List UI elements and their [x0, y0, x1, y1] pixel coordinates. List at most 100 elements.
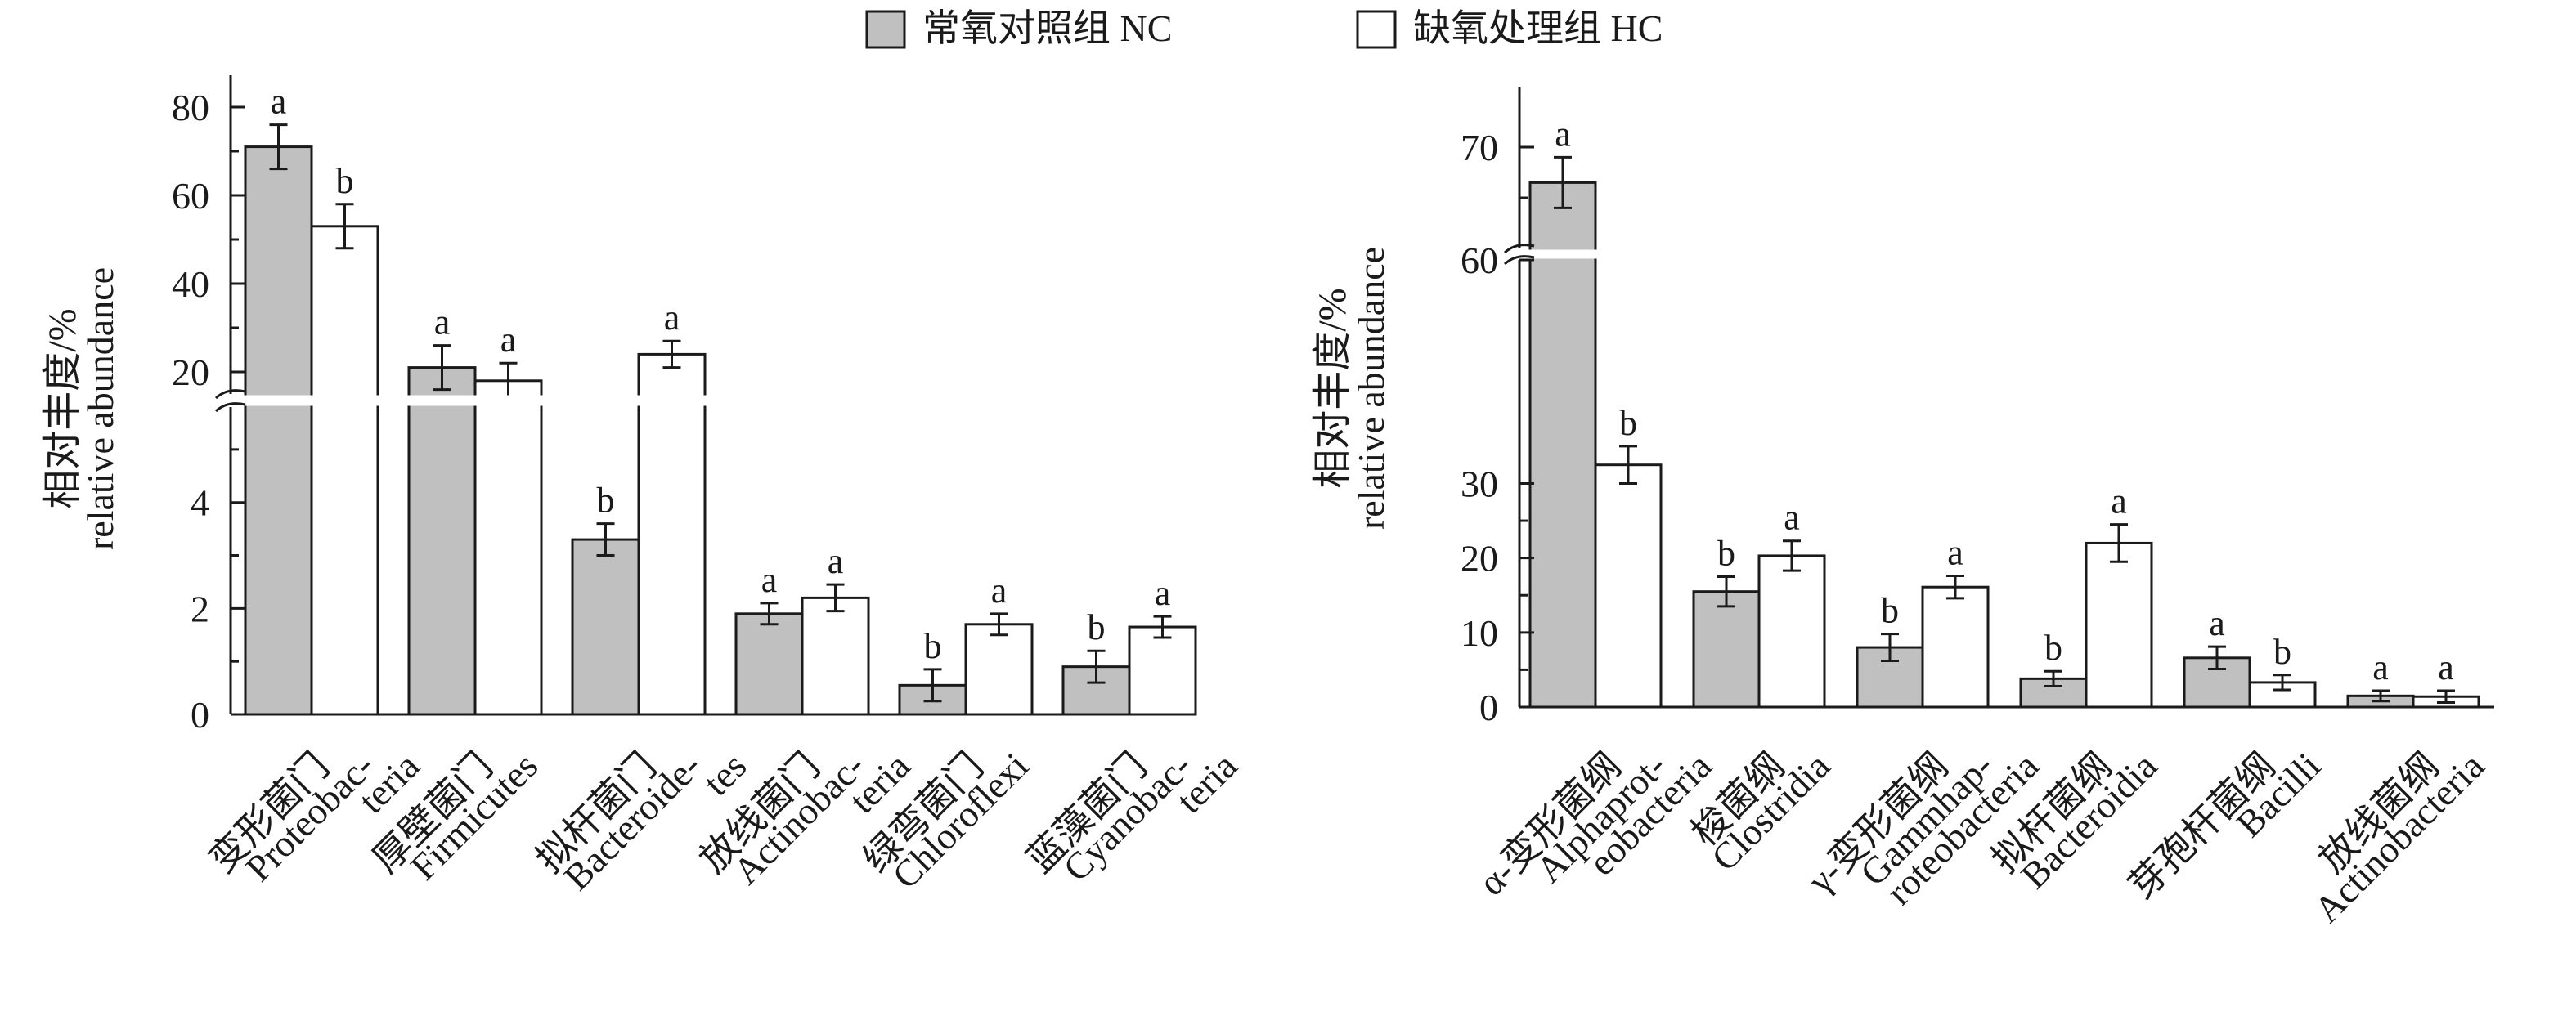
p1-bar-hc-1: [310, 225, 379, 716]
p1-error-bar-nc-1: [269, 123, 288, 171]
p1-error-bar-nc-2: [433, 344, 451, 392]
p2-bar-hc-2: [1757, 554, 1826, 709]
p1-bar-hc-6: [1128, 625, 1197, 716]
p2-y-tick-label-70: 70: [1461, 127, 1498, 168]
p1-error-bar-hc-3: [662, 339, 681, 369]
p2-bar-nc-2: [1692, 590, 1761, 709]
p2-sig-letter-nc-2: b: [1717, 533, 1735, 573]
legend-label-nc: 常氧对照组 NC: [922, 7, 1172, 49]
p1-category-label-3: 拟杆菌门Bacteroide-tes: [528, 700, 754, 925]
p1-bar-hc-5: [964, 623, 1034, 716]
p2-y-tick-label-0: 0: [1479, 687, 1498, 728]
p1-sig-letter-hc-3: a: [664, 298, 680, 338]
p1-sig-letter-hc-4: a: [828, 541, 844, 581]
p1-bar-nc-2: [407, 366, 477, 716]
p1-sig-letter-nc-2: a: [434, 302, 451, 342]
p2-y-tick-label-10: 10: [1461, 612, 1498, 654]
p1-sig-letter-nc-5: b: [924, 626, 942, 666]
p2-y-tick-label-30: 30: [1461, 463, 1498, 505]
p2-bar-hc-4: [2085, 541, 2153, 709]
p2-error-bar-hc-6: [2437, 689, 2455, 705]
p1-sig-letter-nc-4: a: [761, 560, 778, 600]
p1-y-tick-label-40: 40: [172, 263, 209, 305]
p1-bar-hc-4: [801, 596, 870, 716]
p1-sig-letter-hc-5: a: [991, 571, 1008, 611]
p1-sig-letter-hc-1: b: [336, 161, 354, 201]
p2-sig-letter-nc-1: a: [1555, 114, 1571, 154]
p2-error-bar-hc-2: [1783, 539, 1801, 572]
p2-error-bar-hc-3: [1946, 575, 1964, 600]
p2-y-axis-label-en: relative abundance: [1350, 247, 1392, 530]
p2-sig-letter-nc-3: b: [1881, 591, 1899, 631]
p1-error-bar-hc-5: [990, 612, 1008, 637]
p1-y-axis-label-cn: 相对丰度/%: [41, 308, 84, 508]
p2-y-tick-label-20: 20: [1461, 538, 1498, 580]
p1-error-bar-nc-3: [596, 522, 615, 557]
p1-error-bar-nc-4: [760, 602, 779, 626]
legend-label-hc: 缺氧处理组 HC: [1413, 7, 1663, 49]
p1-y-tick-label-80: 80: [172, 87, 209, 128]
p2-bar-hc-1: [1594, 463, 1663, 709]
p1-bar-hc-3: [637, 352, 707, 716]
p1-y-tick-label-4: 4: [191, 482, 209, 524]
p2-sig-letter-hc-1: b: [1619, 403, 1637, 443]
p1-bar-hc-2: [473, 379, 543, 716]
p2-sig-letter-hc-2: a: [1784, 498, 1800, 538]
p1-category-label-2: 厚壁菌门Firmicutes: [365, 722, 545, 902]
p2-error-bar-hc-5: [2273, 674, 2291, 692]
p2-y-axis-label-cn: 相对丰度/%: [1311, 288, 1354, 488]
p2-category-label-1: α-变形菌纲Alphaprot-eobacteria: [1470, 700, 1719, 948]
p2-error-bar-nc-6: [2372, 689, 2390, 703]
p1-bar-nc-4: [734, 612, 804, 716]
p2-sig-letter-nc-4: b: [2044, 628, 2062, 668]
p2-sig-letter-nc-6: a: [2372, 647, 2389, 687]
p1-error-bar-hc-6: [1153, 615, 1172, 639]
p2-category-label-3: γ-变形菌纲Gammhap-roteobacteria: [1799, 700, 2046, 947]
p1-sig-letter-nc-3: b: [597, 481, 615, 521]
p1-error-bar-nc-5: [923, 668, 942, 703]
p1-axis-break-gap: [214, 395, 1227, 406]
p2-error-bar-nc-3: [1881, 633, 1899, 662]
p2-axis-break-gap: [1503, 249, 2511, 259]
p2-category-label-6: 放线菌纲Actinobacteria: [2283, 722, 2492, 930]
legend-swatch-hc: [1356, 10, 1397, 49]
p1-bar-nc-1: [244, 145, 313, 716]
p2-axis-break-mark: [1503, 244, 1535, 266]
p1-error-bar-nc-6: [1087, 649, 1106, 684]
p2-error-bar-nc-5: [2208, 645, 2226, 671]
p2-category-label-2: 梭菌纲Clostridia: [1681, 722, 1838, 879]
p2-error-bar-nc-2: [1717, 575, 1735, 608]
p2-y-tick-label-60: 60: [1461, 239, 1498, 281]
p1-y-tick-label-2: 2: [191, 588, 209, 629]
p2-sig-letter-hc-4: a: [2111, 481, 2127, 521]
p2-error-bar-nc-1: [1554, 155, 1572, 209]
legend-swatch-nc: [865, 10, 906, 49]
p1-category-label-4: 放线菌门Actinobac-teria: [692, 700, 918, 925]
p1-bar-nc-3: [571, 538, 640, 716]
p1-y-axis-label-en: relative abundance: [79, 267, 121, 550]
p2-error-bar-hc-1: [1619, 445, 1637, 485]
p1-y-tick-label-20: 20: [172, 351, 209, 393]
p2-sig-letter-nc-5: a: [2209, 603, 2225, 643]
p1-sig-letter-hc-6: a: [1155, 573, 1171, 613]
p1-category-label-1: 变形菌门Proteobac-teria: [201, 700, 427, 925]
p1-y-tick-label-60: 60: [172, 175, 209, 217]
p1-category-label-5: 绿弯菌门Chloroflexi: [855, 722, 1036, 902]
p2-bar-hc-3: [1921, 585, 1990, 709]
p1-error-bar-hc-4: [826, 583, 845, 613]
p2-sig-letter-hc-5: b: [2273, 632, 2291, 672]
p1-sig-letter-nc-1: a: [271, 82, 287, 122]
p2-error-bar-hc-4: [2110, 523, 2128, 563]
p2-sig-letter-hc-6: a: [2438, 647, 2454, 687]
p1-category-label-6: 蓝藻菌门Cyanobac-teria: [1019, 700, 1245, 925]
p2-category-label-5: 芽孢杆菌纲Bacilli: [2120, 722, 2328, 929]
category-label-line: tes: [695, 745, 754, 803]
p2-bar-nc-1: [1528, 181, 1597, 709]
p1-axis-break-mark: [214, 389, 246, 413]
p2-sig-letter-hc-3: a: [1947, 533, 1963, 573]
p1-error-bar-hc-1: [335, 203, 354, 250]
p1-y-tick-label-0: 0: [191, 694, 209, 736]
p2-error-bar-nc-4: [2044, 669, 2062, 687]
